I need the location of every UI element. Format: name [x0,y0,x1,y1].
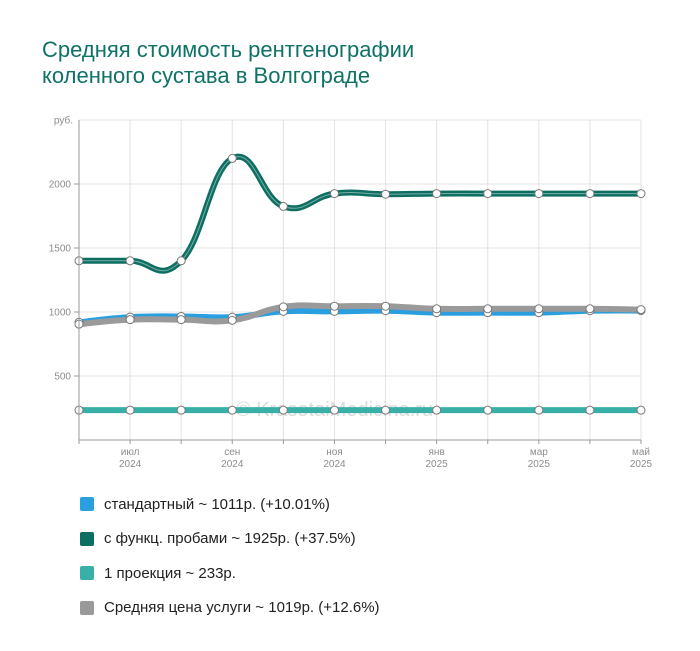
data-point-average [329,301,339,311]
data-point-average [432,304,442,314]
y-tick-label: 1500 [49,244,72,255]
data-point-functional [278,201,288,211]
data-point-one_projection [329,405,339,415]
data-point-average [534,304,544,314]
legend-swatch-standard [80,497,94,512]
legend-label-functional: с функц. пробами ~ 1925р. (+37.5%) [104,530,356,548]
legend-item-standard[interactable]: стандартный ~ 1011р. (+10.01%) [80,487,380,522]
data-point-average [636,305,646,315]
data-point-one_projection [636,405,646,415]
data-point-average [176,315,186,325]
legend-item-one-projection[interactable]: 1 проекция ~ 233р. [80,556,380,591]
data-point-one_projection [534,405,544,415]
data-point-functional [636,189,646,199]
data-point-one_projection [483,405,493,415]
series-line-standard [76,307,644,326]
data-point-average [585,304,595,314]
x-tick-label-month: ноя [326,447,343,458]
x-tick-label-year: 2025 [630,459,653,470]
data-point-functional [125,256,135,266]
chart-title: Средняя стоимость рентгенографии коленно… [42,37,642,89]
series-line-highlight-functional [79,156,641,272]
data-point-average [483,304,493,314]
data-point-average [278,302,288,312]
data-point-functional [534,189,544,199]
chart-grid [78,119,642,440]
data-point-functional [585,189,595,199]
data-point-functional [176,256,186,266]
chart-points [74,153,646,415]
chart-title-line-2: коленного сустава в Волгограде [42,63,371,88]
data-point-average [381,301,391,311]
data-point-average [227,315,237,325]
legend-swatch-functional [80,531,94,546]
data-point-functional [432,189,442,199]
chart-legend: стандартный ~ 1011р. (+10.01%) с функц. … [80,487,380,625]
chart-axes: 500100015002000руб.июл2024сен2024ноя2024… [49,115,653,471]
legend-label-one-projection: 1 проекция ~ 233р. [104,564,236,582]
legend-item-functional[interactable]: с функц. пробами ~ 1925р. (+37.5%) [80,522,380,557]
chart-title-line-1: Средняя стоимость рентгенографии [42,37,415,62]
data-point-one_projection [278,405,288,415]
data-point-functional [329,189,339,199]
y-tick-label: 1000 [49,308,72,319]
y-tick-label: 500 [54,372,71,383]
legend-swatch-one-projection [80,566,94,581]
data-point-one_projection [176,405,186,415]
legend-item-average[interactable]: Средняя цена услуги ~ 1019р. (+12.6%) [80,591,380,626]
legend-label-average: Средняя цена услуги ~ 1019р. (+12.6%) [104,599,380,617]
data-point-one_projection [227,405,237,415]
series-line-functional [76,153,644,274]
y-unit-label: руб. [54,115,73,127]
chart-series [76,153,644,414]
data-point-one_projection [585,405,595,415]
x-tick-label-month: янв [429,447,445,458]
legend-label-standard: стандартный ~ 1011р. (+10.01%) [104,495,330,513]
x-tick-label-year: 2025 [528,459,551,470]
data-point-average [125,315,135,325]
x-tick-label-month: июл [121,447,140,458]
legend-swatch-average [80,600,94,615]
series-line-average [76,302,644,328]
x-tick-label-month: мар [530,447,548,458]
data-point-functional [381,189,391,199]
data-point-functional [483,189,493,199]
y-tick-label: 2000 [49,180,72,191]
x-tick-label-year: 2025 [426,459,449,470]
data-point-one_projection [125,405,135,415]
x-tick-label-month: май [632,447,650,458]
data-point-one_projection [432,405,442,415]
data-point-functional [227,153,237,163]
data-point-one_projection [381,405,391,415]
x-tick-label-year: 2024 [323,459,346,470]
price-line-chart: © KrasotaiMedicina.ru 500100015002000руб… [49,115,653,471]
x-tick-label-year: 2024 [221,459,244,470]
x-tick-label-month: сен [224,447,240,458]
x-tick-label-year: 2024 [119,459,142,470]
